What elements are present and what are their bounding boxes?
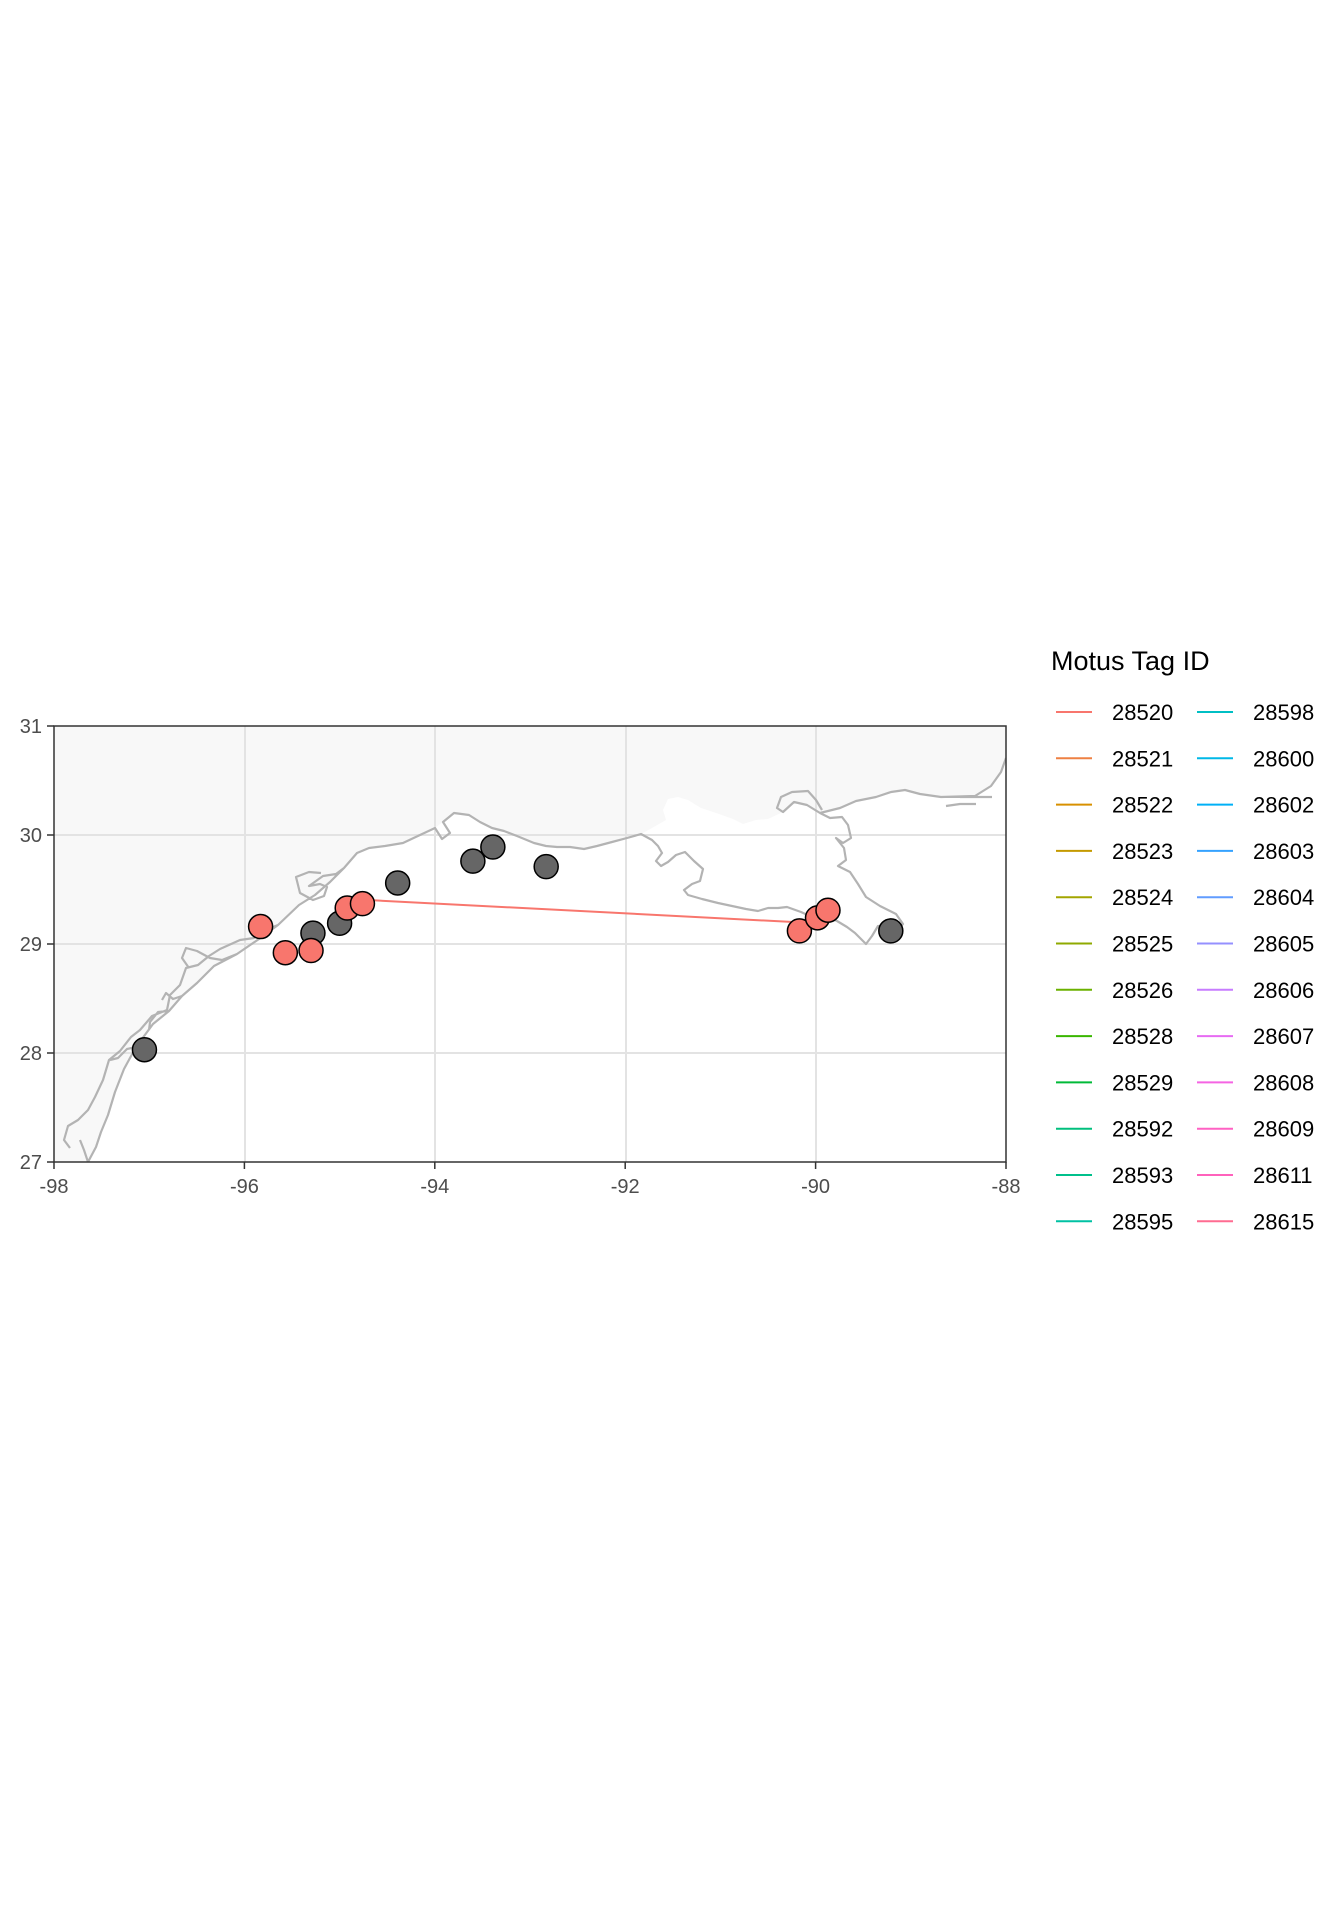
station-detected	[247, 913, 274, 940]
legend-label-28593: 28593	[1112, 1163, 1173, 1188]
stations-layer	[131, 834, 904, 1063]
station-detected	[815, 897, 841, 923]
legend-label-28526: 28526	[1112, 978, 1173, 1003]
legend-entries: 28520 28521 28522 28523 28524 28525 28526 28528…	[1056, 700, 1314, 1234]
grid-lines	[54, 726, 1006, 1162]
legend-label-28604: 28604	[1253, 885, 1314, 910]
legend-label-28525: 28525	[1112, 932, 1173, 957]
y-axis: 27 28 29 30 31	[20, 716, 54, 1174]
legend-label-28592: 28592	[1112, 1117, 1173, 1142]
legend-label-28521: 28521	[1112, 746, 1173, 771]
legend-label-28520: 28520	[1112, 700, 1173, 725]
legend-label-28528: 28528	[1112, 1024, 1173, 1049]
legend-label-28524: 28524	[1112, 885, 1173, 910]
legend-label-28608: 28608	[1253, 1070, 1314, 1095]
station-detected	[349, 890, 376, 917]
y-tick-label: 31	[20, 716, 42, 738]
station-undetected	[480, 834, 506, 860]
x-tick-label: -92	[611, 1176, 640, 1198]
legend-label-28607: 28607	[1253, 1024, 1314, 1049]
legend-label-28603: 28603	[1253, 839, 1314, 864]
y-tick-label: 29	[20, 934, 42, 956]
x-tick-label: -94	[420, 1176, 449, 1198]
legend-title: Motus Tag ID	[1051, 646, 1210, 676]
station-detected	[298, 937, 324, 964]
legend-label-28523: 28523	[1112, 839, 1173, 864]
legend-label-28598: 28598	[1253, 700, 1314, 725]
legend-label-28529: 28529	[1112, 1070, 1173, 1095]
y-tick-label: 27	[20, 1152, 42, 1174]
station-undetected	[131, 1036, 158, 1063]
x-axis: -98 -96 -94 -92 -90 -88	[40, 1162, 1021, 1198]
track-28520	[353, 898, 818, 925]
station-undetected	[878, 918, 904, 944]
y-tick-label: 30	[20, 825, 42, 847]
x-tick-label: -88	[992, 1176, 1021, 1198]
legend-label-28600: 28600	[1253, 746, 1314, 771]
legend-label-28522: 28522	[1112, 793, 1173, 818]
station-undetected	[533, 853, 559, 880]
station-undetected	[384, 870, 411, 896]
legend: Motus Tag ID 285202852128522285232852428…	[1051, 646, 1314, 1234]
legend-label-28615: 28615	[1253, 1209, 1314, 1234]
legend-label-28611: 28611	[1253, 1163, 1313, 1188]
coastline	[62, 757, 1006, 1162]
legend-label-28609: 28609	[1253, 1117, 1314, 1142]
x-tick-label: -90	[801, 1176, 830, 1198]
x-tick-label: -98	[40, 1176, 69, 1198]
x-tick-label: -96	[230, 1176, 259, 1198]
tracks-layer	[353, 898, 818, 925]
station-detected	[272, 939, 299, 966]
legend-label-28605: 28605	[1253, 932, 1314, 957]
legend-label-28606: 28606	[1253, 978, 1314, 1003]
station-undetected	[460, 848, 486, 874]
station-detected	[786, 918, 813, 944]
y-tick-label: 28	[20, 1043, 42, 1065]
legend-label-28602: 28602	[1253, 793, 1314, 818]
legend-label-28595: 28595	[1112, 1209, 1173, 1234]
